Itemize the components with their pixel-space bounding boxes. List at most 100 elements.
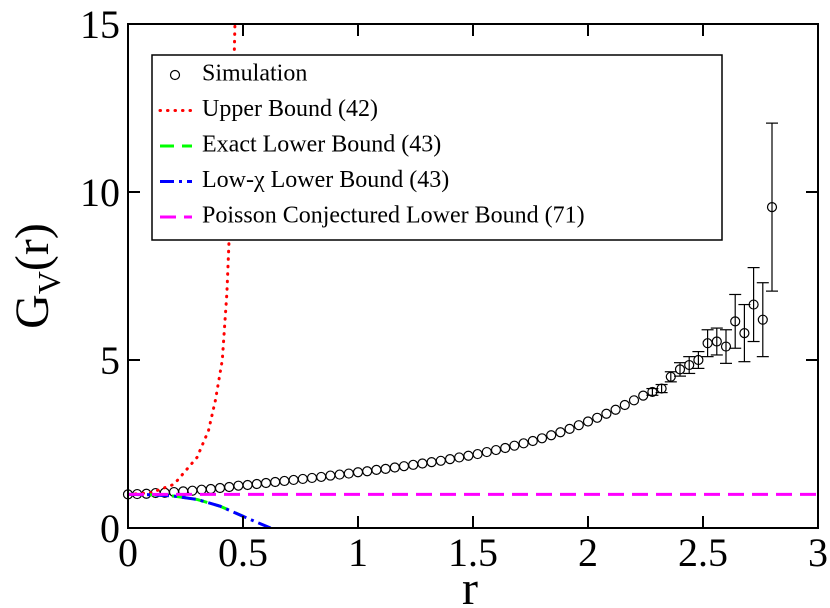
- point: [711, 336, 722, 347]
- point: [463, 450, 474, 461]
- point: [408, 459, 419, 470]
- point: [527, 435, 538, 447]
- point: [601, 408, 612, 419]
- error-bar: [710, 327, 723, 356]
- y-tick-label: 15: [80, 2, 120, 47]
- point: [472, 448, 483, 460]
- point: [638, 390, 649, 401]
- legend: Simulation Upper Bound (42) Exact Lower Bo…: [151, 54, 723, 241]
- point: [757, 314, 768, 325]
- point: [288, 474, 299, 486]
- point: [380, 463, 391, 474]
- x-tick-label: 2.5: [678, 530, 728, 575]
- point: [224, 481, 235, 493]
- point: [536, 433, 548, 444]
- legend-marker: [169, 69, 181, 81]
- point: [693, 354, 704, 366]
- point: [205, 483, 216, 495]
- x-tick-label: 1: [348, 530, 368, 575]
- point: [334, 469, 345, 480]
- legend-label: Exact Lower Bound (43): [202, 132, 441, 158]
- point: [270, 476, 281, 488]
- point: [684, 359, 695, 371]
- legend-label: Simulation: [202, 61, 307, 87]
- point: [647, 386, 658, 398]
- point: [573, 420, 584, 431]
- point: [260, 477, 272, 489]
- point: [628, 395, 640, 406]
- x-axis-label: r: [462, 562, 478, 608]
- point: [610, 404, 621, 415]
- legend-label: Upper Bound (42): [202, 96, 378, 122]
- point: [279, 475, 290, 487]
- error-bar: [766, 122, 778, 292]
- point: [564, 423, 575, 434]
- legend-label: Low-χ Lower Bound (43): [202, 167, 449, 193]
- curve: [128, 492, 272, 528]
- point: [444, 454, 456, 465]
- x-tick-label: 0.5: [218, 530, 268, 575]
- x-tick-label: 2: [578, 530, 598, 575]
- point: [316, 471, 327, 483]
- y-label-sub: V: [31, 271, 67, 294]
- point: [619, 399, 630, 411]
- y-label-rest: (r): [6, 223, 59, 271]
- point: [362, 466, 373, 477]
- point: [739, 328, 750, 339]
- point: [417, 458, 428, 469]
- point: [546, 430, 557, 441]
- error-bar: [747, 267, 760, 343]
- y-tick-label: 0: [100, 506, 120, 551]
- x-tick-label: 1.5: [448, 530, 498, 575]
- y-axis-label: GV(r): [6, 223, 67, 329]
- point: [214, 482, 226, 494]
- point: [398, 461, 410, 472]
- legend-box: [151, 54, 723, 241]
- point: [389, 462, 400, 473]
- error-bar: [683, 356, 696, 375]
- curve: [128, 24, 237, 496]
- error-bar: [720, 329, 732, 364]
- point: [435, 455, 446, 466]
- point: [242, 479, 253, 491]
- y-label-main: G: [6, 294, 59, 329]
- point: [766, 202, 778, 213]
- y-tick-label: 5: [100, 338, 120, 383]
- point: [297, 473, 308, 485]
- legend-label: Poisson Conjectured Lower Bound (71): [202, 203, 585, 229]
- point: [518, 438, 529, 449]
- x-tick-label: 0: [118, 530, 138, 575]
- point: [325, 470, 336, 481]
- error-bar: [701, 329, 714, 358]
- point: [233, 480, 244, 491]
- point: [720, 341, 732, 352]
- point: [656, 383, 667, 394]
- point: [343, 468, 354, 479]
- point: [500, 442, 511, 454]
- point: [582, 416, 594, 427]
- point: [426, 457, 437, 468]
- point: [306, 472, 318, 484]
- point: [509, 440, 520, 451]
- point: [454, 452, 465, 463]
- point: [555, 427, 566, 438]
- x-tick-label: 3: [808, 530, 828, 575]
- point: [748, 299, 759, 310]
- error-bar: [756, 282, 769, 358]
- point: [196, 484, 207, 495]
- error-bar: [729, 293, 742, 349]
- error-bar: [738, 303, 751, 363]
- point: [251, 478, 262, 490]
- point: [490, 444, 502, 456]
- error-bar: [646, 387, 659, 396]
- error-bar: [692, 351, 705, 369]
- point: [352, 467, 364, 478]
- point: [674, 364, 686, 375]
- point: [592, 412, 603, 423]
- point: [730, 316, 741, 327]
- point: [371, 464, 382, 475]
- y-tick-label: 10: [80, 170, 120, 215]
- point: [665, 371, 676, 382]
